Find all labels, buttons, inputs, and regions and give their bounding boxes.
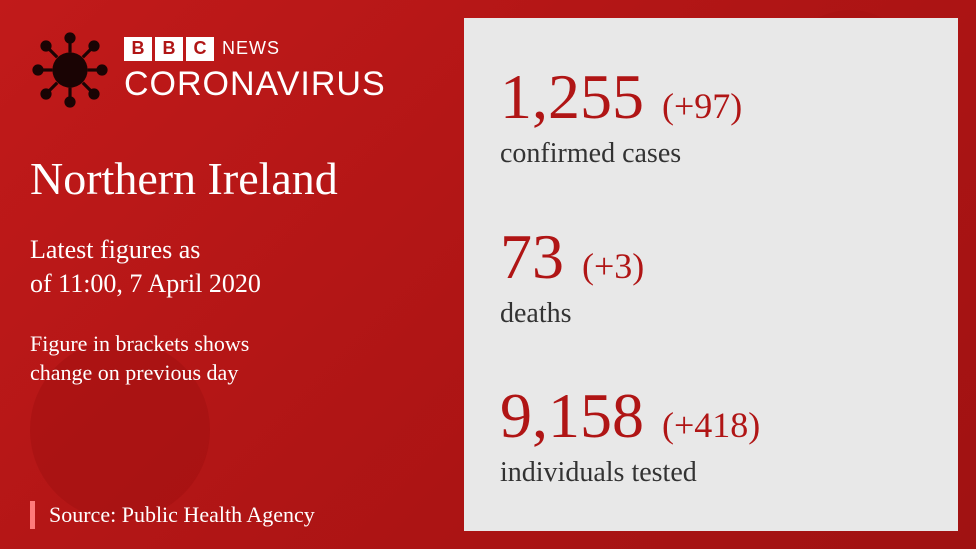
bbc-news-row: B B C NEWS xyxy=(124,37,386,61)
infographic-container: B B C NEWS CORONAVIRUS Northern Ireland … xyxy=(0,0,976,549)
stat-confirmed-cases: 1,255 (+97) confirmed cases xyxy=(500,60,922,170)
stat-value-row: 73 (+3) xyxy=(500,220,922,294)
coronavirus-title: CORONAVIRUS xyxy=(124,65,386,104)
stat-value: 1,255 xyxy=(500,60,644,134)
source-text: Source: Public Health Agency xyxy=(49,502,315,528)
bbc-b1: B xyxy=(124,37,152,61)
stat-label: deaths xyxy=(500,298,922,330)
stat-value: 73 xyxy=(500,220,564,294)
stat-change: (+97) xyxy=(662,85,742,127)
note-line1: Figure in brackets shows xyxy=(30,329,434,359)
region-title: Northern Ireland xyxy=(30,152,434,205)
stat-change: (+3) xyxy=(582,245,644,287)
note: Figure in brackets shows change on previ… xyxy=(30,329,434,388)
subtitle-line2: of 11:00, 7 April 2020 xyxy=(30,267,434,301)
source-row: Source: Public Health Agency xyxy=(30,501,434,529)
subtitle-line1: Latest figures as xyxy=(30,233,434,267)
left-panel: B B C NEWS CORONAVIRUS Northern Ireland … xyxy=(0,0,464,549)
stat-change: (+418) xyxy=(662,404,760,446)
brand-block: B B C NEWS CORONAVIRUS xyxy=(124,37,386,104)
stat-deaths: 73 (+3) deaths xyxy=(500,220,922,330)
stat-value: 9,158 xyxy=(500,379,644,453)
subtitle: Latest figures as of 11:00, 7 April 2020 xyxy=(30,233,434,301)
stat-label: confirmed cases xyxy=(500,138,922,170)
stat-value-row: 9,158 (+418) xyxy=(500,379,922,453)
stat-value-row: 1,255 (+97) xyxy=(500,60,922,134)
header: B B C NEWS CORONAVIRUS xyxy=(30,30,434,110)
virus-icon xyxy=(30,30,110,110)
stat-tested: 9,158 (+418) individuals tested xyxy=(500,379,922,489)
news-label: NEWS xyxy=(222,38,280,59)
source-accent-bar xyxy=(30,501,35,529)
stats-panel: 1,255 (+97) confirmed cases 73 (+3) deat… xyxy=(464,18,958,531)
bbc-b2: B xyxy=(155,37,183,61)
bbc-logo: B B C xyxy=(124,37,214,61)
stat-label: individuals tested xyxy=(500,457,922,489)
bbc-c: C xyxy=(186,37,214,61)
note-line2: change on previous day xyxy=(30,358,434,388)
